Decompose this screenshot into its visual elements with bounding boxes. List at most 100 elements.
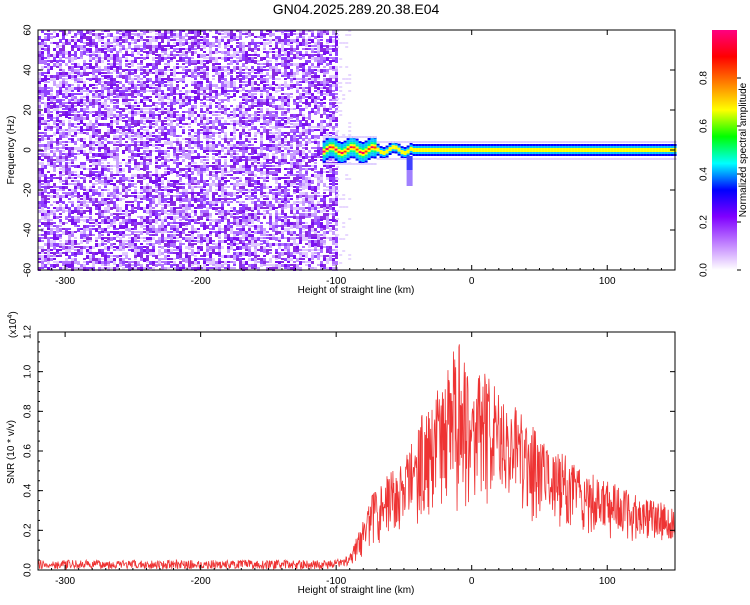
spectrogram-noise-cell [41,258,44,261]
spectrogram-noise-cell [149,117,152,119]
spectrogram-noise-cell [131,210,134,214]
spectrogram-noise-cell [131,36,134,40]
spectrogram-noise-cell [74,81,77,83]
spectrogram-noise-cell [197,75,200,77]
spectrogram-noise-cell [107,198,110,200]
spectrogram-noise-cell [212,123,215,126]
spectrogram-noise-cell [278,120,281,123]
spectrogram-noise-cell [254,96,257,99]
spectrogram-noise-cell [128,78,131,80]
spectrogram-noise-cell [56,216,59,219]
spectrogram-noise-cell [164,36,167,39]
spectrogram-noise-cell [191,129,194,132]
spectrogram-noise-cell [164,48,167,52]
spectrogram-noise-cell [278,63,281,65]
spectrogram-noise-cell [197,141,200,145]
spectrogram-noise-cell [266,192,269,194]
spectrogram-noise-cell [74,216,77,219]
spectrogram-noise-cell [209,174,212,176]
spectrogram-noise-cell [269,216,272,220]
spectrogram-noise-cell [170,129,173,132]
spectrogram-noise-cell [59,48,62,52]
spectrogram-noise-cell [95,132,98,135]
spectrogram-noise-cell [128,243,131,246]
spectrogram-noise-cell [227,138,230,140]
spectrogram-noise-cell [188,90,191,93]
spectrogram-noise-cell [62,36,65,40]
spectrogram-noise-cell [86,153,89,156]
spectrogram-noise-cell [152,225,155,229]
spectrogram-noise-cell [203,30,206,33]
spectrogram-noise-cell [158,219,161,221]
spectrogram-noise-cell [203,237,206,240]
spectrogram-noise-cell [158,246,161,248]
spectrogram-noise-cell [230,177,233,179]
spectrogram-noise-cell [95,171,98,173]
spectrogram-noise-cell [215,96,218,99]
spectrogram-noise-cell [101,105,104,108]
spectrogram-noise-cell [173,45,176,47]
spectrogram-noise-cell [125,147,128,151]
spectrogram-noise-cell [281,138,284,142]
spectrogram-noise-cell [206,99,209,101]
spectrogram-noise-cell [38,75,41,79]
spectrogram-noise-cell [224,231,227,234]
spectrogram-noise-cell [38,255,41,258]
spectrogram-noise-cell [182,216,185,220]
spectrogram-noise-cell [167,240,170,243]
spectrogram-noise-cell [101,141,104,145]
spectrogram-noise-cell [221,33,224,35]
spectrogram-noise-cell [200,60,203,63]
spectrogram-noise-cell [101,252,104,256]
spectrogram-noise-cell [212,63,215,67]
spectrogram-noise-cell [275,129,278,131]
spectrogram-noise-cell [68,231,71,235]
spectrogram-noise-cell [47,177,50,179]
spectrogram-noise-cell [83,264,86,267]
spectrogram-noise-cell [230,156,233,158]
spectrogram-noise-cell [53,258,56,260]
spectrogram-noise-cell [284,198,287,201]
spectrogram-noise-cell [212,135,215,137]
spectrogram-noise-cell [59,150,62,153]
spectrogram-noise-cell [89,258,92,261]
spectrogram-noise-cell [233,60,236,63]
spectrogram-noise-cell [98,267,101,271]
spectrogram-noise-cell [128,237,131,239]
spectrogram-noise-cell [179,141,182,145]
spectrogram-noise-cell [119,36,122,40]
spectrogram-noise-cell [89,30,92,33]
spectrogram-noise-cell [236,252,239,256]
spectrogram-noise-cell [53,210,56,214]
spectrogram-noise-cell [131,237,134,240]
spectrogram-noise-cell [98,108,101,112]
spectrogram-noise-cell [284,201,287,204]
spectrogram-noise-cell [230,120,233,122]
spectrogram-noise-cell [236,30,239,32]
spectrogram-noise-cell [71,93,74,96]
spectrogram-noise-cell [212,45,215,47]
spectrogram-noise-cell [74,243,77,245]
spectrogram-noise-cell [200,129,203,131]
spectrogram-noise-cell [149,87,152,89]
spectrogram-noise-cell [233,33,236,36]
spectrogram-noise-cell [164,261,167,265]
spectrogram-noise-cell [179,54,182,57]
spectrogram-noise-cell [266,117,269,119]
spectrogram-noise-cell [170,99,173,102]
spectrogram-noise-cell [38,57,41,60]
spectrogram-noise-cell [83,165,86,169]
spectrogram-noise-cell [89,57,92,60]
spectrogram-noise-cell [68,120,71,123]
spectrogram-noise-cell [77,99,80,102]
spectrogram-noise-cell [287,36,290,38]
spectrogram-noise-cell [287,150,290,154]
spectrogram-noise-cell [77,63,80,66]
spectrogram-noise-cell [74,57,77,60]
spectrogram-noise-cell [140,114,143,117]
spectrogram-noise-cell [191,183,194,185]
spectrogram-noise-cell [275,162,278,164]
spectrogram-noise-cell [224,57,227,60]
spectrogram-noise-cell [56,123,59,126]
spectrogram-noise-cell [119,126,122,129]
